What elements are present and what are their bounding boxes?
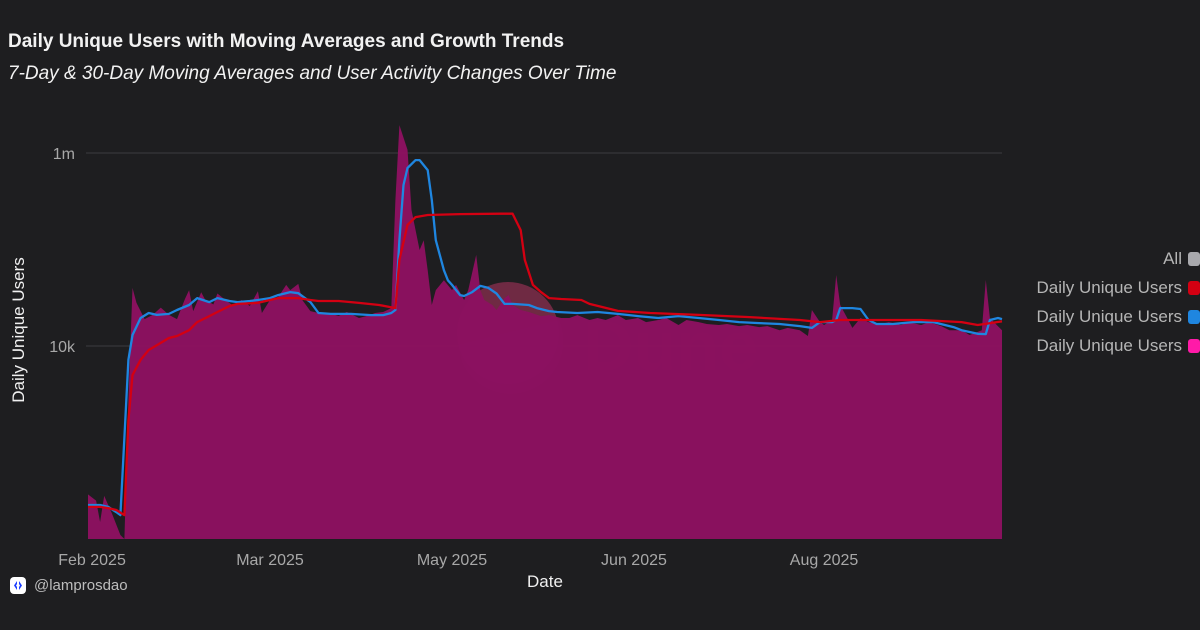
x-tick-label: Feb 2025 [58,552,126,569]
legend-item-all[interactable]: All [1000,244,1200,273]
legend-swatch-magenta [1188,338,1200,353]
ma-30day-line [88,212,1003,517]
footer: @lamprosdao [10,577,128,594]
legend-label: Daily Unique Users [1036,306,1183,326]
x-tick-label: Aug 2025 [790,552,859,569]
y-axis-label: Daily Unique Users [9,257,28,403]
series-group [88,125,1003,539]
author-handle: @lamprosdao [34,577,128,594]
legend-item-7d-ma[interactable]: Daily Unique Users [1000,302,1200,331]
legend-swatch-blue [1188,309,1200,324]
legend-swatch-red [1188,280,1200,295]
x-tick-label: May 2025 [417,552,487,569]
y-tick-label: 1m [53,146,75,163]
y-axis-ticks: 1m 10k [49,146,76,356]
legend-item-30d-ma[interactable]: Daily Unique Users [1000,273,1200,302]
lampros-logo-icon [10,577,26,594]
legend-label: Daily Unique Users [1036,277,1183,297]
daily-users-area [88,125,1002,539]
x-axis-ticks: Feb 2025 Mar 2025 May 2025 Jun 2025 Aug 2025 [58,552,858,569]
legend: All Daily Unique Users Daily Unique User… [1000,244,1200,360]
legend-swatch-gray [1188,251,1200,266]
y-tick-label: 10k [49,339,76,356]
ma-7day-line [88,158,1003,517]
x-tick-label: Jun 2025 [601,552,667,569]
chart-title: Daily Unique Users with Moving Averages … [8,31,565,52]
chart-subtitle: 7-Day & 30-Day Moving Averages and User … [8,63,617,84]
legend-label: Daily Unique Users [1036,335,1183,355]
legend-item-daily[interactable]: Daily Unique Users [1000,331,1200,360]
legend-label: All [1163,248,1182,268]
x-axis-label: Date [527,572,563,591]
x-tick-label: Mar 2025 [236,552,304,569]
